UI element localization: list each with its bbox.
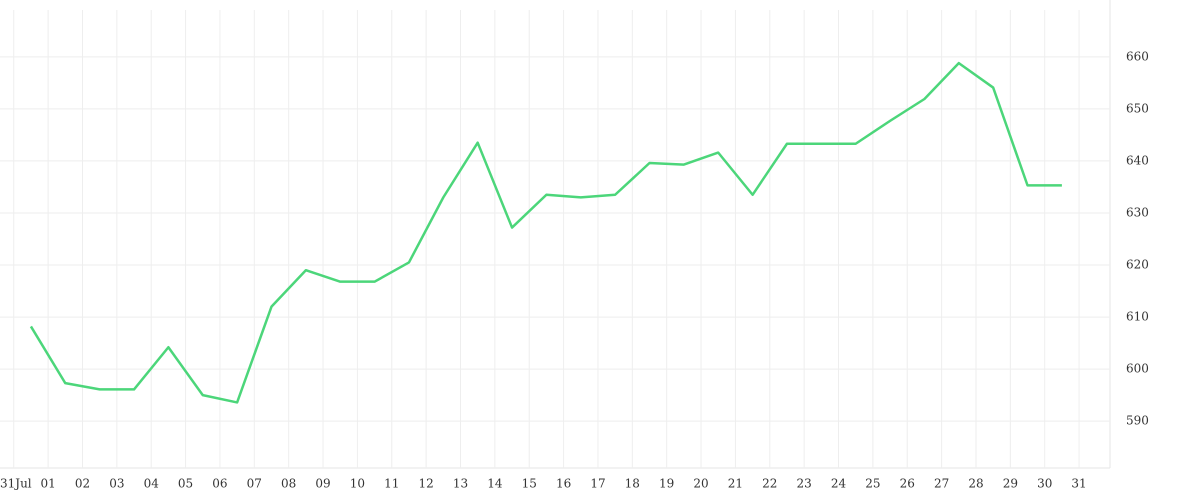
y-tick-label: 640 [1126,153,1149,167]
x-tick-label: 17 [590,477,605,491]
x-tick-label: 16 [556,477,571,491]
x-tick-label: 09 [315,477,330,491]
x-tick-label: 01 [40,477,55,491]
x-tick-label: 12 [418,477,433,491]
y-tick-label: 630 [1126,205,1149,219]
y-tick-label: 650 [1126,101,1149,115]
x-tick-label: 02 [75,477,90,491]
x-tick-label: 29 [1003,477,1018,491]
x-tick-label: 21 [728,477,743,491]
x-tick-label: 25 [865,477,880,491]
x-tick-label: 04 [144,477,160,491]
x-tick-label: 20 [693,477,708,491]
x-tick-label: 31Jul [0,477,32,491]
x-tick-label: 10 [350,477,365,491]
x-tick-label: 26 [900,477,915,491]
x-tick-label: 23 [797,477,812,491]
x-tick-label: 30 [1037,477,1052,491]
x-tick-label: 24 [831,477,847,491]
x-tick-label: 14 [487,477,503,491]
x-tick-label: 06 [212,477,227,491]
x-tick-label: 27 [934,477,949,491]
x-tick-label: 13 [453,477,468,491]
x-tick-label: 03 [109,477,124,491]
x-tick-label: 07 [247,477,262,491]
x-tick-label: 15 [522,477,537,491]
y-tick-label: 660 [1126,49,1149,63]
y-tick-label: 590 [1126,414,1149,428]
x-tick-label: 11 [384,477,399,491]
y-tick-label: 620 [1126,258,1149,272]
x-tick-label: 08 [281,477,296,491]
x-tick-label: 18 [625,477,640,491]
y-tick-label: 600 [1126,362,1149,376]
x-tick-label: 05 [178,477,193,491]
data-line [29,61,1062,404]
x-tick-label: 31 [1071,477,1086,491]
x-tick-label: 22 [762,477,777,491]
x-tick-label: 28 [968,477,983,491]
x-tick-label: 19 [659,477,674,491]
y-tick-label: 610 [1126,310,1149,324]
